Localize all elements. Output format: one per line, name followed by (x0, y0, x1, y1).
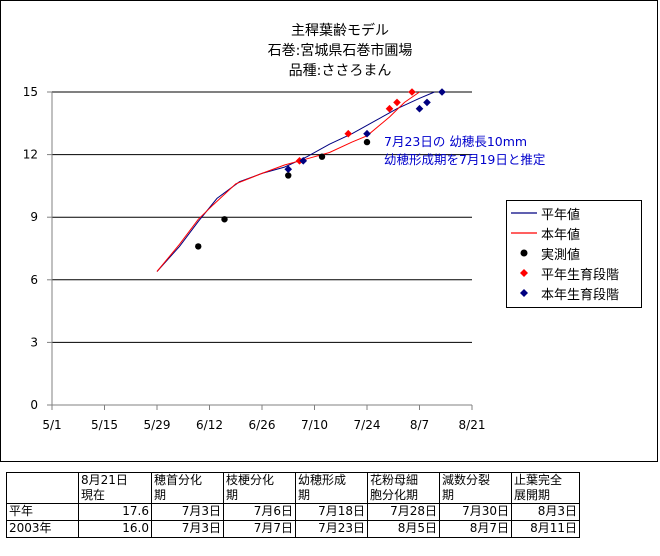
table-header-cell (6, 472, 79, 504)
chart-plot: 0 3 6 9 12 15 5/1 5/15 5/29 6/12 6/26 7/10 7/24 8/7 8/… (23, 85, 486, 432)
legend-entry: 平年生育段階 (507, 263, 641, 283)
annotation-line: 幼穂形成期を7月19日と推定 (384, 152, 546, 167)
chart-title-line: 品種:ささろまん (288, 63, 392, 79)
data-point-diamond (438, 88, 446, 96)
header-line: 期 (154, 488, 167, 502)
header-line: 幼穂形成 (298, 473, 347, 487)
data-point-circle (363, 138, 371, 146)
header-line: 期 (298, 488, 311, 502)
chart-title-line: 石巻:宮城県石巻市圃場 (267, 43, 413, 59)
y-tick-label: 15 (23, 85, 38, 99)
chart-frame (0, 0, 658, 462)
legend-line-swatch (507, 228, 541, 238)
row-label: 2003年 (6, 520, 79, 538)
y-tick-label: 12 (23, 148, 38, 162)
x-tick-label: 8/7 (410, 418, 429, 432)
table-cell: 7月28日 (367, 503, 440, 521)
legend-label: 本年値 (541, 227, 581, 243)
legend-label: 本年生育段階 (541, 287, 620, 303)
legend-entry: 本年生育段階 (507, 283, 641, 303)
table-cell: 7月3日 (151, 520, 224, 538)
annotation-line: 7月23日の 幼穂長10mm (384, 134, 528, 149)
header-line: 穂首分化 (154, 473, 203, 487)
x-tick-label: 6/12 (196, 418, 223, 432)
table-header-cell: 花粉母細 胞分化期 (367, 472, 440, 504)
legend-label: 実測値 (541, 247, 581, 263)
header-line: 期 (442, 488, 455, 502)
chart-title: 主稈葉齢モデル 石巻:宮城県石巻市圃場 品種:ささろまん (190, 21, 490, 81)
x-tick-label: 7/24 (354, 418, 381, 432)
row-label: 平年 (6, 503, 79, 521)
table-cell: 7月23日 (295, 520, 368, 538)
table-cell: 7月3日 (151, 503, 224, 521)
header-line: 枝梗分化 (226, 473, 275, 487)
table-cell: 7月6日 (223, 503, 296, 521)
x-tick-label: 5/15 (91, 418, 118, 432)
data-point-circle (285, 172, 292, 179)
table-header-cell: 幼穂形成期 (295, 472, 368, 504)
table-cell: 8月3日 (511, 503, 580, 521)
x-tick-label: 5/29 (144, 418, 171, 432)
table-header-row: 8月21日 現在 穂首分化期 枝梗分化期 幼穂形成期 花粉母細 胞分化期 減数分裂期… (6, 472, 580, 504)
table-header-cell: 枝梗分化期 (223, 472, 296, 504)
legend-diamond-marker (507, 268, 541, 278)
x-tick-label: 5/1 (42, 418, 61, 432)
table-cell: 16.0 (78, 520, 152, 538)
data-point-diamond (284, 165, 293, 174)
y-tick-label: 0 (30, 398, 38, 412)
table-row: 平年 17.6 7月3日 7月6日 7月18日 7月28日 7月30日 8月3日 (6, 503, 580, 521)
header-line: 減数分裂 (442, 473, 491, 487)
header-line: 花粉母細 (370, 473, 419, 487)
legend-circle-marker (507, 248, 541, 258)
data-point-diamond (385, 104, 394, 113)
table-header-cell: 穂首分化期 (151, 472, 224, 504)
y-tick-label: 3 (30, 335, 38, 349)
table-cell: 7月7日 (223, 520, 296, 538)
data-point-diamond (423, 98, 431, 107)
legend-entry: 本年値 (507, 223, 641, 243)
table-header-cell: 8月21日 現在 (78, 472, 152, 504)
legend-label: 平年生育段階 (541, 267, 620, 283)
table-cell: 8月11日 (511, 520, 580, 538)
data-point-diamond (408, 88, 416, 96)
legend-entry: 実測値 (507, 243, 641, 263)
data-point-diamond (344, 129, 353, 138)
x-tick-label: 7/10 (301, 418, 328, 432)
header-line: 展開期 (514, 488, 551, 502)
legend-label: 平年値 (541, 207, 581, 223)
table-cell: 17.6 (78, 503, 152, 521)
data-point-circle (221, 216, 228, 223)
growth-stage-table: 8月21日 現在 穂首分化期 枝梗分化期 幼穂形成期 花粉母細 胞分化期 減数分裂期… (6, 472, 580, 538)
data-point-circle (318, 153, 326, 160)
table-cell: 7月30日 (439, 503, 512, 521)
table-header-cell: 止葉完全 展開期 (511, 472, 580, 504)
table-cell: 8月7日 (439, 520, 512, 538)
table-row: 2003年 16.0 7月3日 7月7日 7月23日 8月5日 8月7日 8月1… (6, 520, 580, 538)
chart-title-line: 主稈葉齢モデル (291, 23, 389, 39)
table-cell: 7月18日 (295, 503, 368, 521)
series-line (156, 91, 420, 272)
header-line: 現在 (81, 488, 106, 502)
x-tick-label: 6/26 (249, 418, 276, 432)
chart-annotation: 7月23日の 幼穂長10mm 幼穂形成期を7月19日と推定 (384, 133, 545, 169)
legend-entry: 平年値 (507, 203, 641, 223)
data-point-diamond (415, 104, 424, 113)
header-line: 8月21日 (81, 473, 128, 487)
data-point-diamond (393, 98, 401, 107)
chart-legend: 平年値 本年値 実測値 平年生育段階 本年生育段階 (506, 200, 642, 308)
table-header-cell: 減数分裂期 (439, 472, 512, 504)
data-point-circle (195, 243, 202, 250)
y-tick-label: 6 (30, 273, 38, 287)
table-cell: 8月5日 (367, 520, 440, 538)
header-line: 期 (226, 488, 239, 502)
header-line: 胞分化期 (370, 488, 419, 502)
y-tick-label: 9 (30, 210, 38, 224)
data-point-diamond (299, 157, 308, 165)
legend-line-swatch (507, 208, 541, 218)
header-line: 止葉完全 (514, 473, 563, 487)
legend-diamond-marker (507, 288, 541, 298)
data-point-diamond (363, 129, 371, 138)
x-tick-label: 8/21 (459, 418, 486, 432)
